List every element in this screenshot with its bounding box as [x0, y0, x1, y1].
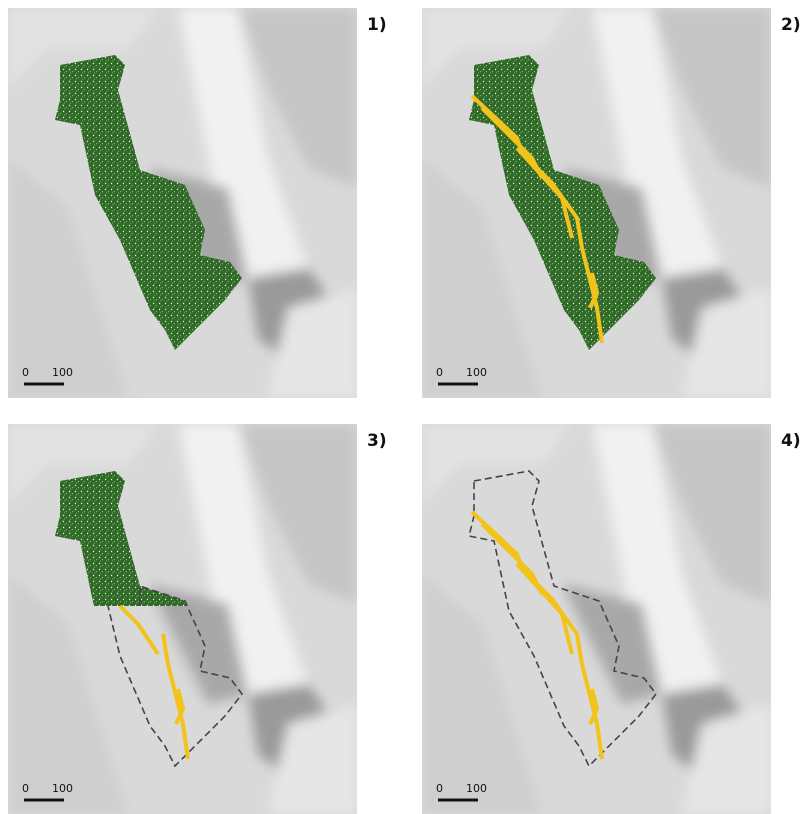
- map-panel: 0 100 4): [422, 424, 801, 814]
- figure: 0 100 1) 0 100 2) 0 100 3) 0 100 4): [0, 0, 801, 814]
- map-panel: 0 100 2): [422, 8, 801, 398]
- panel-label: 3): [367, 431, 387, 451]
- panel-label: 2): [781, 15, 801, 35]
- scale-start: 0: [22, 366, 29, 379]
- scale-end: 100: [52, 366, 73, 379]
- scale-start: 0: [436, 782, 443, 795]
- map: [422, 424, 771, 814]
- panel-label: 1): [367, 15, 387, 35]
- map-panel: 0 100 3): [8, 424, 387, 814]
- map-panel: 0 100 1): [8, 8, 387, 398]
- map: [8, 8, 357, 398]
- map: [422, 8, 771, 398]
- panel-label: 4): [781, 431, 801, 451]
- scale-start: 0: [22, 782, 29, 795]
- map: [8, 424, 357, 814]
- scale-end: 100: [466, 782, 487, 795]
- scale-end: 100: [52, 782, 73, 795]
- scale-start: 0: [436, 366, 443, 379]
- scale-end: 100: [466, 366, 487, 379]
